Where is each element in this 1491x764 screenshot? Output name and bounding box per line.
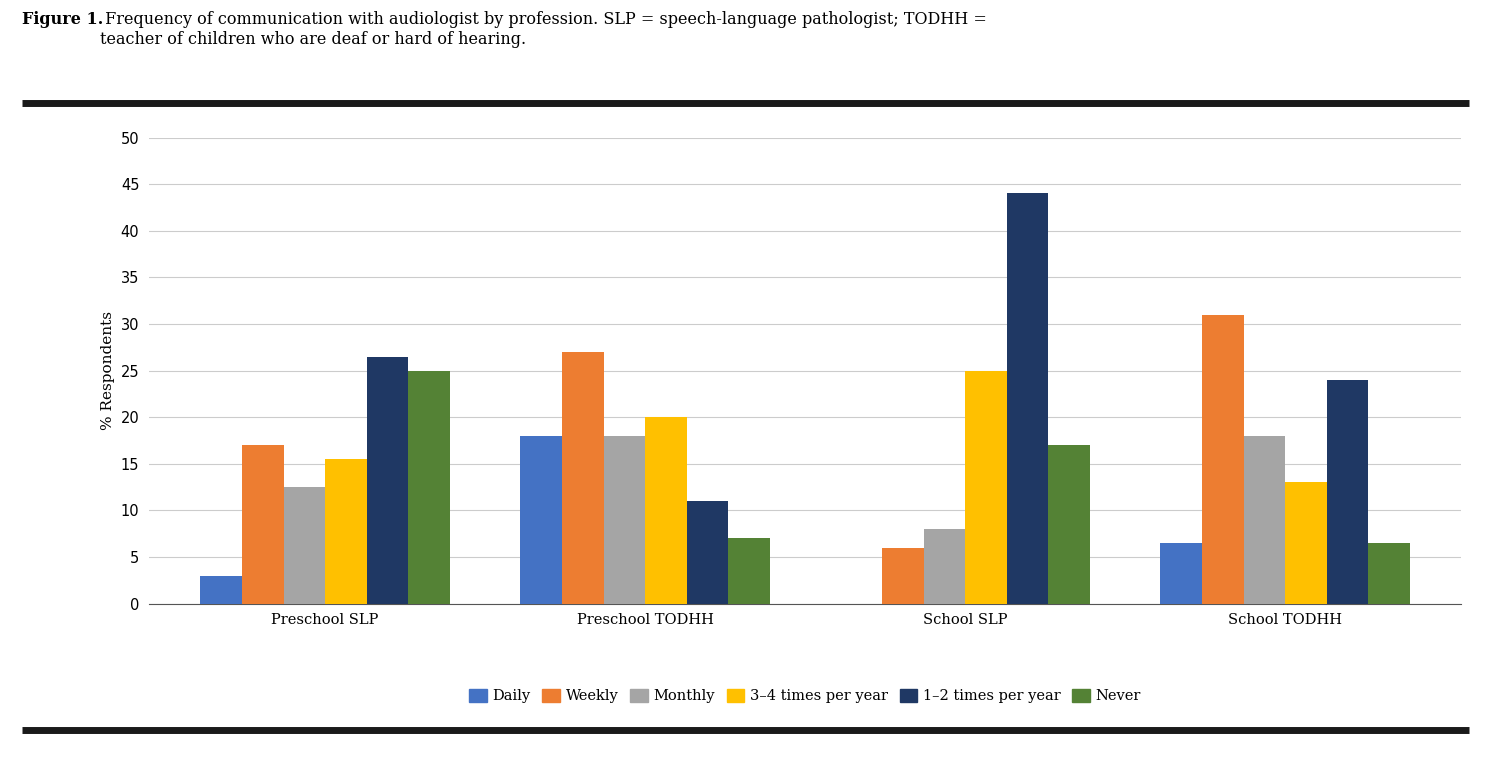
Bar: [1369, 543, 1410, 604]
Bar: [283, 487, 325, 604]
Y-axis label: % Respondents: % Respondents: [101, 311, 115, 430]
Bar: [646, 417, 687, 604]
Text: Frequency of communication with audiologist by profession. SLP = speech-language: Frequency of communication with audiolog…: [100, 11, 987, 48]
Bar: [409, 371, 450, 604]
Bar: [604, 435, 646, 604]
Bar: [520, 435, 562, 604]
Bar: [1160, 543, 1202, 604]
Bar: [687, 501, 728, 604]
Bar: [1285, 482, 1327, 604]
Bar: [325, 459, 367, 604]
Bar: [200, 575, 242, 604]
Bar: [562, 352, 604, 604]
Bar: [883, 548, 923, 604]
Bar: [1006, 193, 1048, 604]
Bar: [965, 371, 1006, 604]
Bar: [1243, 435, 1285, 604]
Bar: [242, 445, 283, 604]
Text: Figure 1.: Figure 1.: [22, 11, 103, 28]
Bar: [1048, 445, 1090, 604]
Bar: [923, 529, 965, 604]
Bar: [728, 539, 769, 604]
Bar: [367, 357, 409, 604]
Legend: Daily, Weekly, Monthly, 3–4 times per year, 1–2 times per year, Never: Daily, Weekly, Monthly, 3–4 times per ye…: [464, 683, 1147, 709]
Bar: [1327, 380, 1369, 604]
Bar: [1202, 315, 1243, 604]
